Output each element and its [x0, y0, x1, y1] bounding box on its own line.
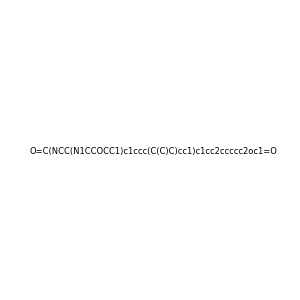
Text: O=C(NCC(N1CCOCC1)c1ccc(C(C)C)cc1)c1cc2ccccc2oc1=O: O=C(NCC(N1CCOCC1)c1ccc(C(C)C)cc1)c1cc2cc… [30, 147, 278, 156]
